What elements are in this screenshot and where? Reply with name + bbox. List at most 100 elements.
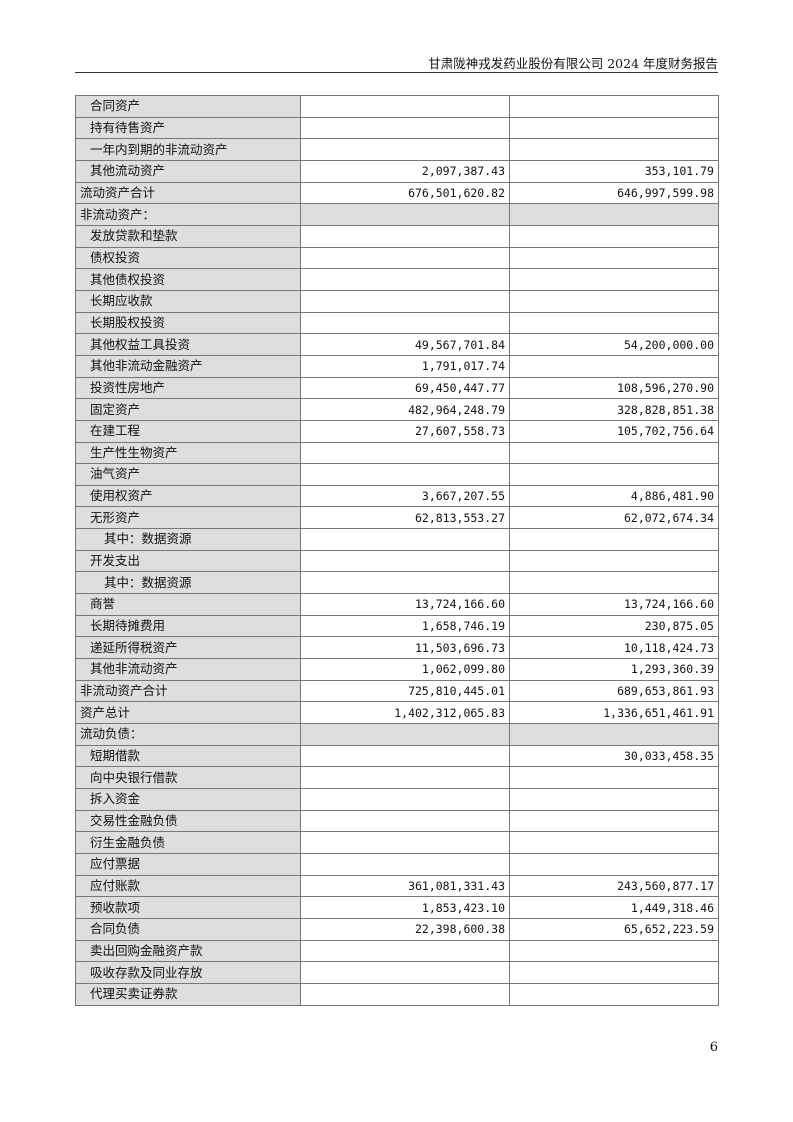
prior-period-value — [509, 549, 719, 573]
table-row: 短期借款 30,033,458.35 — [75, 744, 719, 768]
report-header-title: 甘肃陇神戎发药业股份有限公司 2024 年度财务报告 — [428, 56, 718, 71]
table-row: 商誉 13,724,166.60 13,724,166.60 — [75, 593, 719, 616]
table-row: 发放贷款和垫款 — [75, 224, 719, 248]
row-label: 流动负债： — [75, 723, 301, 746]
prior-period-value: 328,828,851.38 — [509, 398, 719, 421]
row-label: 代理买卖证券款 — [75, 982, 301, 1006]
table-row: 卖出回购金融资产款 — [75, 939, 719, 963]
row-label: 使用权资产 — [75, 484, 301, 508]
row-label: 长期应收款 — [75, 289, 301, 313]
row-label: 持有待售资产 — [75, 116, 301, 140]
prior-period-value: 108,596,270.90 — [509, 376, 719, 400]
row-label: 短期借款 — [75, 744, 301, 768]
prior-period-value: 10,118,424.73 — [509, 636, 719, 660]
current-period-value — [300, 441, 510, 465]
section-header-row: 非流动资产： — [75, 203, 719, 226]
prior-period-value — [509, 224, 719, 248]
table-row: 应付票据 — [75, 852, 719, 876]
table-row: 长期股权投资 — [75, 311, 719, 335]
prior-period-value: 230,875.05 — [509, 614, 719, 638]
prior-period-value: 13,724,166.60 — [509, 593, 719, 616]
balance-sheet-table: 合同资产 持有待售资产 一年内到期的非流动资产 其他流动资产 2,097,387.43 3… — [75, 95, 719, 1006]
prior-period-value: 1,336,651,461.91 — [509, 701, 719, 725]
header-divider — [75, 72, 718, 73]
row-label: 预收款项 — [75, 896, 301, 919]
prior-period-value: 1,449,318.46 — [509, 896, 719, 919]
current-period-value — [300, 549, 510, 573]
current-period-value: 62,813,553.27 — [300, 506, 510, 530]
row-label: 合同资产 — [75, 95, 301, 118]
current-period-value — [300, 528, 510, 551]
table-row: 递延所得税资产 11,503,696.73 10,118,424.73 — [75, 636, 719, 660]
current-period-value — [300, 788, 510, 811]
row-label: 固定资产 — [75, 398, 301, 421]
prior-period-value: 4,886,481.90 — [509, 484, 719, 508]
current-period-value: 1,658,746.19 — [300, 614, 510, 638]
table-row: 流动资产合计 676,501,620.82 646,997,599.98 — [75, 181, 719, 205]
row-label: 一年内到期的非流动资产 — [75, 138, 301, 161]
row-label: 长期待摊费用 — [75, 614, 301, 638]
current-period-value: 49,567,701.84 — [300, 333, 510, 356]
current-period-value: 1,402,312,065.83 — [300, 701, 510, 725]
row-label: 吸收存款及同业存放 — [75, 961, 301, 984]
current-period-value — [300, 246, 510, 270]
current-period-value: 22,398,600.38 — [300, 917, 510, 941]
prior-period-value — [509, 463, 719, 486]
table-row: 持有待售资产 — [75, 116, 719, 140]
table-row: 代理买卖证券款 — [75, 982, 719, 1006]
row-label: 在建工程 — [75, 419, 301, 443]
table-row: 吸收存款及同业存放 — [75, 961, 719, 984]
row-label: 拆入资金 — [75, 788, 301, 811]
current-period-value — [300, 852, 510, 876]
table-row: 合同资产 — [75, 95, 719, 118]
current-period-value: 69,450,447.77 — [300, 376, 510, 400]
prior-period-value — [509, 831, 719, 854]
row-label: 衍生金融负债 — [75, 831, 301, 854]
row-label: 非流动资产： — [75, 203, 301, 226]
section-header-row: 流动负债： — [75, 723, 719, 746]
current-period-value — [300, 311, 510, 335]
prior-period-value — [509, 138, 719, 161]
current-period-value — [300, 982, 510, 1006]
current-period-value — [300, 289, 510, 313]
prior-period-value: 243,560,877.17 — [509, 874, 719, 898]
table-row: 交易性金融负债 — [75, 809, 719, 833]
row-label: 开发支出 — [75, 549, 301, 573]
row-label: 非流动资产合计 — [75, 679, 301, 703]
table-row: 其中：数据资源 — [75, 528, 719, 551]
row-label: 生产性生物资产 — [75, 441, 301, 465]
table-row: 使用权资产 3,667,207.55 4,886,481.90 — [75, 484, 719, 508]
prior-period-value: 1,293,360.39 — [509, 658, 719, 681]
table-row: 合同负债 22,398,600.38 65,652,223.59 — [75, 917, 719, 941]
row-label: 卖出回购金融资产款 — [75, 939, 301, 963]
table-row: 应付账款 361,081,331.43 243,560,877.17 — [75, 874, 719, 898]
row-label: 债权投资 — [75, 246, 301, 270]
table-row: 其他权益工具投资 49,567,701.84 54,200,000.00 — [75, 333, 719, 356]
table-row: 长期应收款 — [75, 289, 719, 313]
prior-period-value: 65,652,223.59 — [509, 917, 719, 941]
table-row: 其他债权投资 — [75, 268, 719, 291]
prior-period-value — [509, 723, 719, 746]
prior-period-value — [509, 203, 719, 226]
prior-period-value: 646,997,599.98 — [509, 181, 719, 205]
current-period-value: 361,081,331.43 — [300, 874, 510, 898]
current-period-value — [300, 766, 510, 789]
prior-period-value: 689,653,861.93 — [509, 679, 719, 703]
table-row: 非流动资产合计 725,810,445.01 689,653,861.93 — [75, 679, 719, 703]
table-row: 其他非流动金融资产 1,791,017.74 — [75, 354, 719, 378]
table-row: 其中：数据资源 — [75, 571, 719, 595]
row-label: 长期股权投资 — [75, 311, 301, 335]
current-period-value — [300, 116, 510, 140]
prior-period-value — [509, 982, 719, 1006]
table-row: 无形资产 62,813,553.27 62,072,674.34 — [75, 506, 719, 530]
table-row: 固定资产 482,964,248.79 328,828,851.38 — [75, 398, 719, 421]
current-period-value — [300, 939, 510, 963]
current-period-value: 1,853,423.10 — [300, 896, 510, 919]
current-period-value — [300, 463, 510, 486]
row-label: 其中：数据资源 — [75, 571, 301, 595]
prior-period-value — [509, 441, 719, 465]
table-row: 一年内到期的非流动资产 — [75, 138, 719, 161]
prior-period-value: 30,033,458.35 — [509, 744, 719, 768]
prior-period-value — [509, 268, 719, 291]
current-period-value: 27,607,558.73 — [300, 419, 510, 443]
